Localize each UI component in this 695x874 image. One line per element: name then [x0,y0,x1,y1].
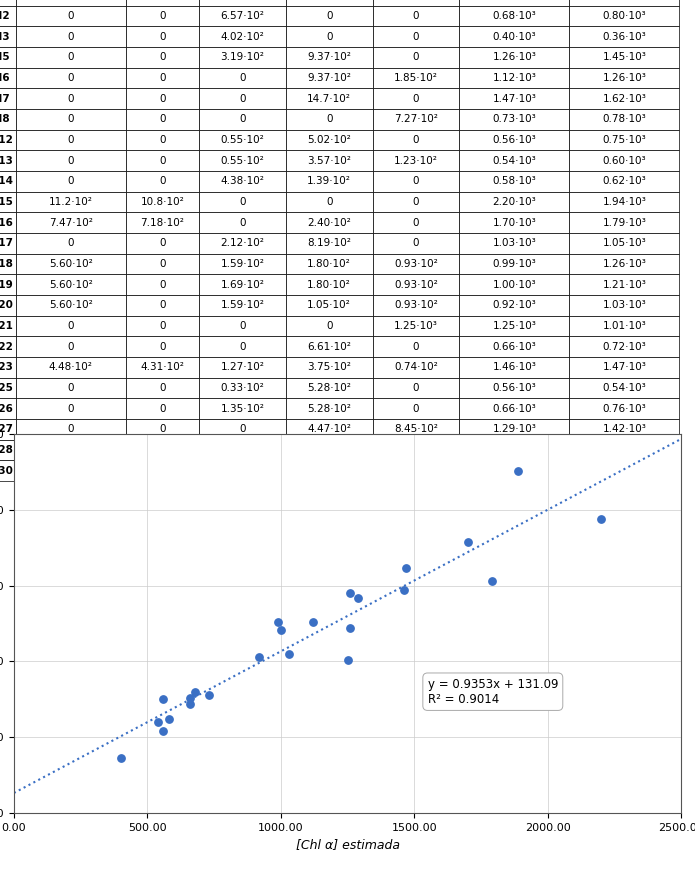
Point [513,463,524,477]
Point [158,724,169,738]
Point [596,512,607,526]
Text: y = 0.9353x + 131.09
R² = 0.9014: y = 0.9353x + 131.09 R² = 0.9014 [427,677,558,705]
Point [272,615,284,629]
Point [284,647,295,661]
Point [184,697,195,711]
Point [352,591,363,605]
Point [184,690,195,704]
Point [152,715,163,729]
Point [486,574,497,588]
Point [158,692,169,706]
Point [400,560,411,574]
Point [345,621,356,635]
Point [275,622,286,636]
Point [254,650,265,664]
Point [190,684,201,698]
Point [462,535,473,549]
Point [345,586,356,600]
Point [163,712,174,726]
Point [115,752,126,766]
X-axis label: [Chl α] estimada: [Chl α] estimada [295,838,400,851]
Point [342,653,353,667]
Point [307,615,318,629]
Point [398,583,409,597]
Point [203,688,214,702]
